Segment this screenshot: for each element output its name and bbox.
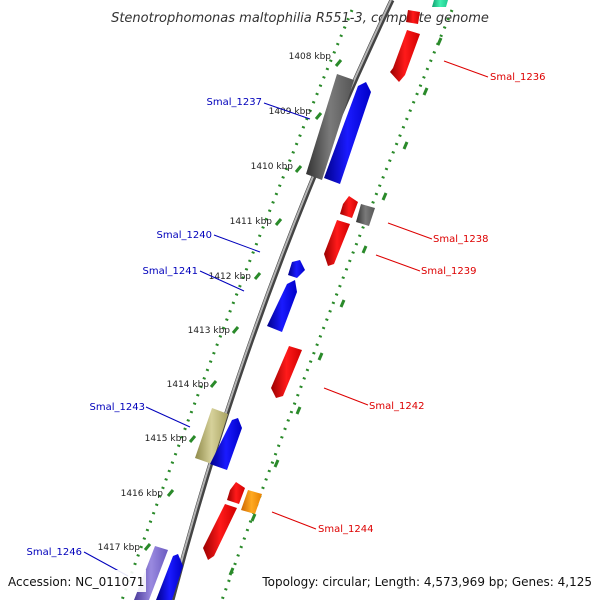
gene-label-smal-1237[interactable]: Smal_1237: [207, 97, 262, 108]
gene-label-smal-1244[interactable]: Smal_1244: [318, 524, 373, 535]
inner-ruler: [120, 9, 354, 600]
inner-ruler-ticks: [143, 59, 343, 551]
gene-feature[interactable]: [390, 30, 420, 82]
tick-label: 1414 kbp: [167, 380, 210, 390]
tick-label: 1410 kbp: [251, 162, 294, 172]
tick-label: 1415 kbp: [145, 434, 188, 444]
gene-label-smal-1236[interactable]: Smal_1236: [490, 72, 545, 83]
gene-feature[interactable]: [227, 482, 245, 504]
genome-summary-text: Topology: circular; Length: 4,573,969 bp…: [261, 575, 592, 589]
map-title: Stenotrophomonas maltophilia R551-3, com…: [111, 11, 489, 26]
gene-label-smal-1242[interactable]: Smal_1242: [369, 401, 424, 412]
gene-feature[interactable]: [156, 554, 183, 600]
gene-feature[interactable]: [195, 408, 228, 464]
gene-feature[interactable]: [324, 220, 350, 266]
gene-feature[interactable]: [432, 0, 448, 7]
gene-label-smal-1239[interactable]: Smal_1239: [421, 266, 476, 277]
footer-accession-backdrop: [4, 570, 146, 592]
tick-label: 1416 kbp: [121, 489, 164, 499]
footer-summary-backdrop: [258, 570, 596, 592]
gene-feature[interactable]: [306, 74, 354, 180]
gene-label-smal-1240[interactable]: Smal_1240: [157, 230, 212, 241]
gene-features: [134, 0, 448, 600]
gene-feature[interactable]: [203, 504, 237, 560]
gene-feature[interactable]: [324, 82, 371, 184]
gene-feature[interactable]: [271, 346, 302, 398]
tick-label: 1417 kbp: [98, 543, 141, 553]
tick-label: 1411 kbp: [230, 217, 273, 227]
accession-text: Accession: NC_011071: [8, 575, 144, 589]
gene-feature[interactable]: [288, 260, 305, 278]
gene-label-smal-1238[interactable]: Smal_1238: [433, 234, 488, 245]
outer-ruler: [220, 9, 454, 600]
gene-feature[interactable]: [406, 10, 420, 24]
gene-label-smal-1246[interactable]: Smal_1246: [27, 547, 82, 558]
gene-feature[interactable]: [210, 418, 242, 470]
tick-label: 1413 kbp: [188, 326, 231, 336]
tick-label: 1412 kbp: [209, 272, 252, 282]
tick-labels: 1408 kbp 1409 kbp 1410 kbp 1411 kbp 1412…: [98, 52, 332, 553]
gene-feature[interactable]: [356, 204, 375, 226]
tick-label: 1408 kbp: [289, 52, 332, 62]
gene-label-smal-1243[interactable]: Smal_1243: [90, 402, 145, 413]
gene-feature[interactable]: [241, 490, 262, 514]
gene-label-smal-1241[interactable]: Smal_1241: [143, 266, 198, 277]
gene-labels: Smal_1236 Smal_1237 Smal_1238 Smal_1239 …: [27, 72, 546, 558]
gene-feature[interactable]: [340, 196, 358, 218]
gene-feature[interactable]: [267, 280, 297, 332]
label-connectors: [83, 60, 489, 577]
outer-ruler-ticks: [228, 37, 443, 576]
